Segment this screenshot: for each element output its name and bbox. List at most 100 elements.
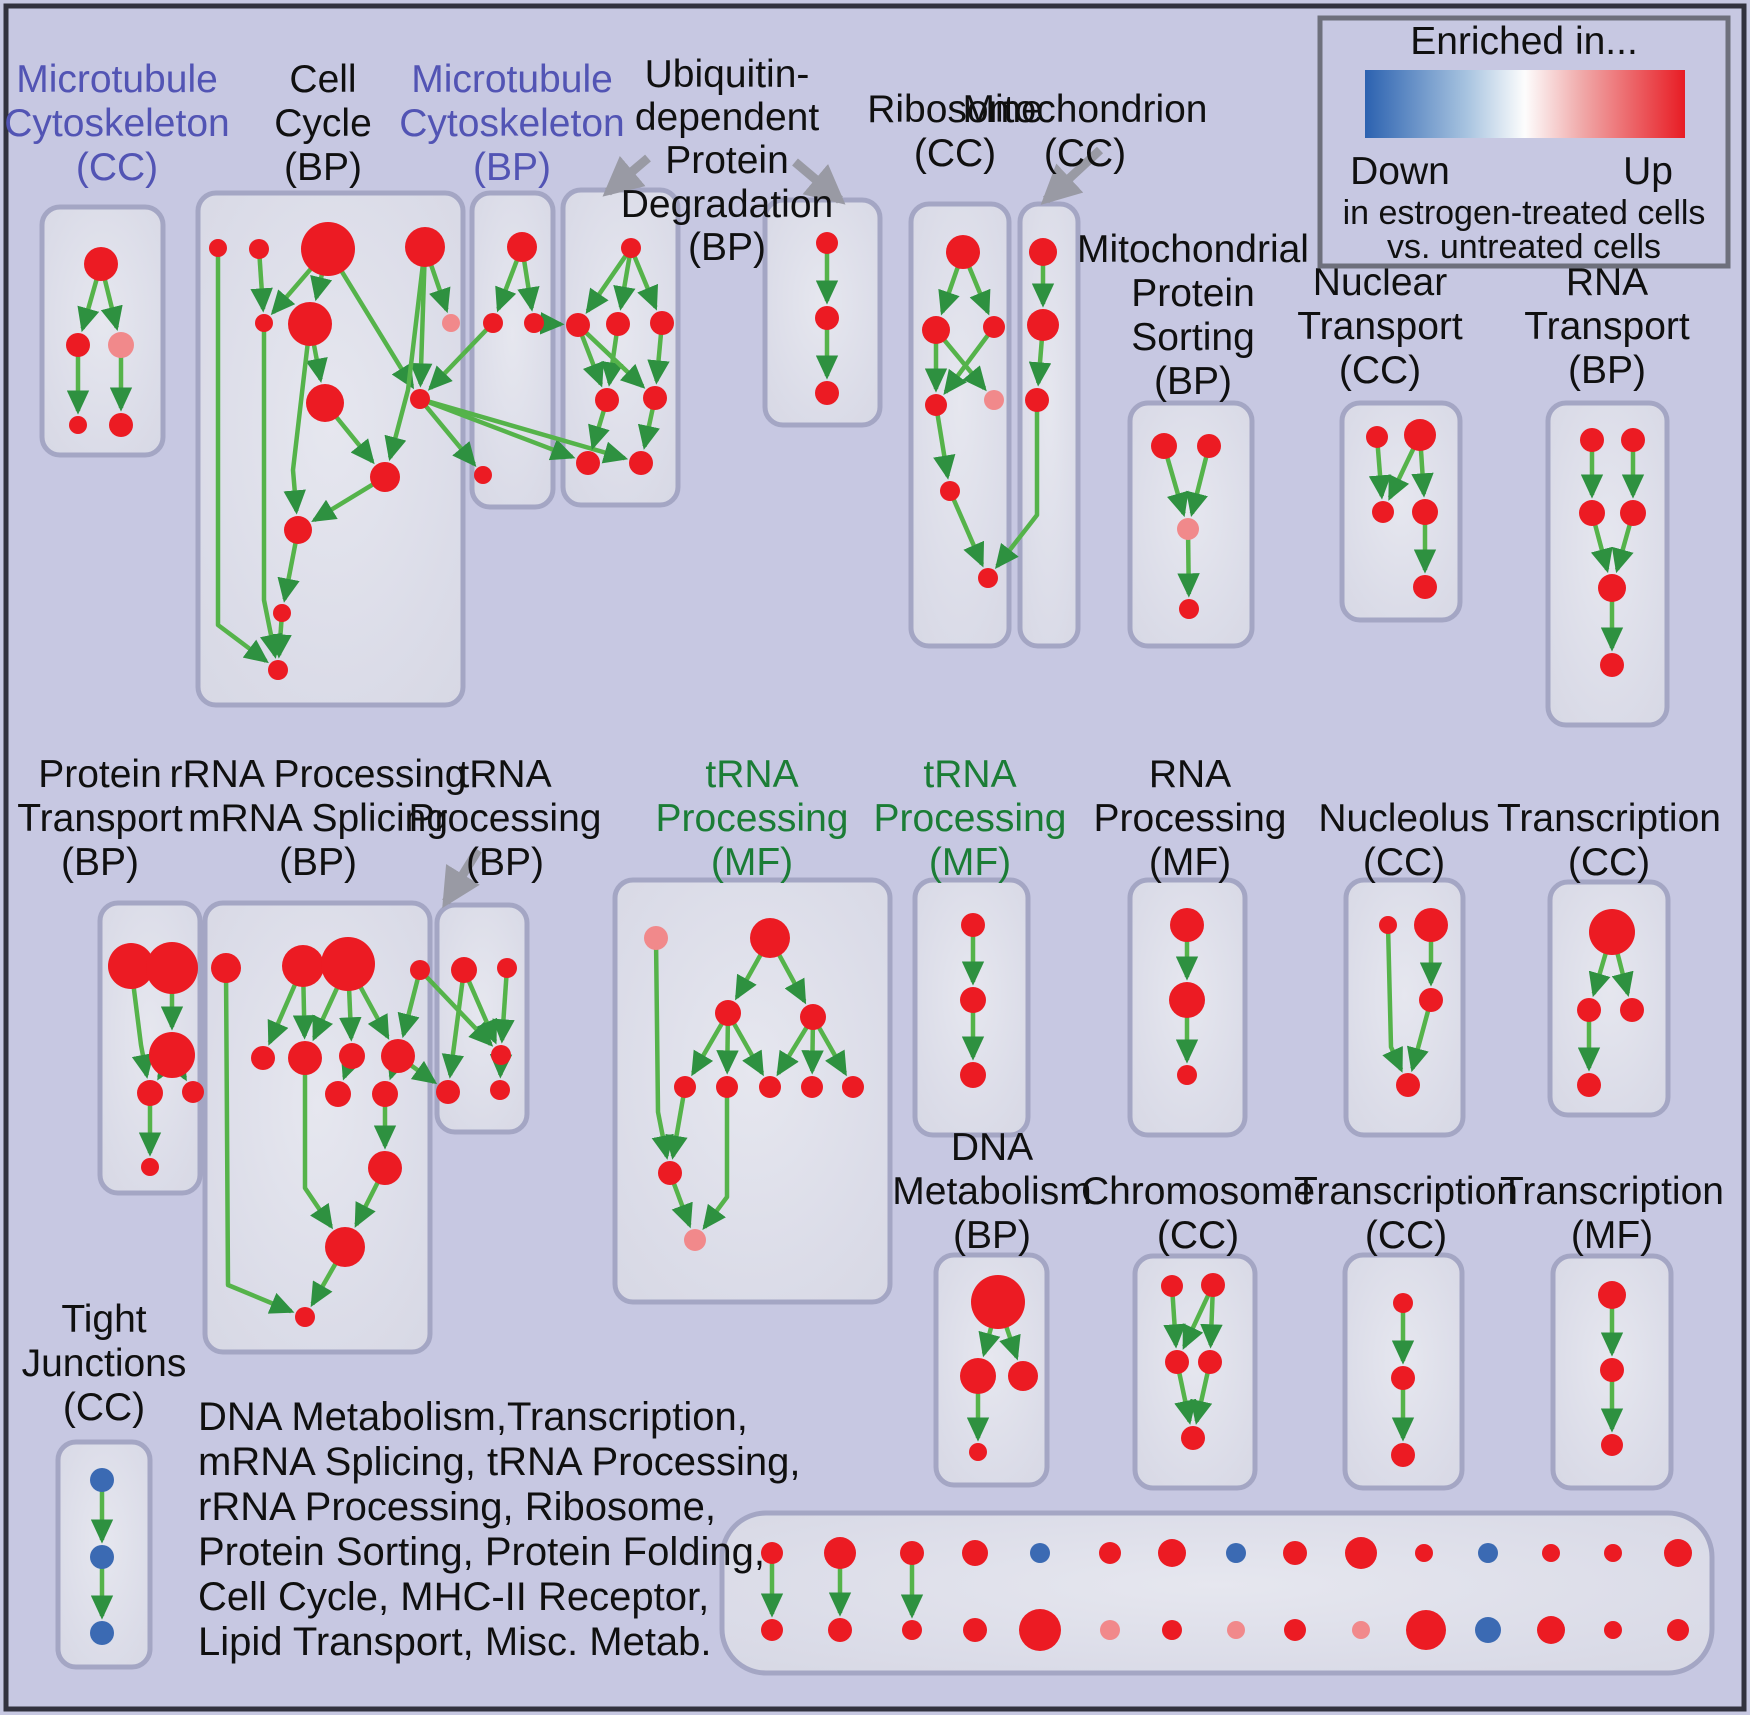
graph-node (961, 913, 985, 937)
graph-edge (517, 260, 540, 312)
graph-node (141, 1158, 159, 1176)
graph-node (1413, 575, 1437, 599)
graph-node (900, 1541, 924, 1565)
graph-node (815, 381, 839, 405)
graph-node (149, 1032, 195, 1078)
graph-node (325, 1081, 351, 1107)
graph-node (650, 311, 674, 335)
cluster-box-chromosome (1132, 1253, 1258, 1491)
graph-edge (339, 269, 415, 390)
graph-edge (358, 985, 390, 1040)
graph-edge (267, 983, 298, 1046)
label-pointer-arrows (442, 146, 1104, 909)
merged-text-line: DNA Metabolism,Transcription, (198, 1395, 748, 1439)
graph-node (1414, 908, 1448, 942)
legend-subtitle-2: vs. untreated cells (1387, 228, 1661, 266)
label-pointer-arrow (602, 154, 651, 197)
merged-categories-text: DNA Metabolism,Transcription, mRNA Splic… (198, 1395, 800, 1664)
graph-node (1406, 1610, 1446, 1650)
legend-box (1317, 15, 1731, 269)
graph-edge (665, 1096, 688, 1160)
graph-edge (702, 1097, 730, 1231)
figure-outer-border (3, 3, 1747, 1712)
graph-node (90, 1468, 114, 1492)
graph-edge (1186, 456, 1209, 517)
graph-edge (77, 278, 100, 333)
graph-node (1379, 916, 1397, 934)
graph-node (507, 232, 537, 262)
graph-node (1589, 909, 1635, 955)
graph-node (644, 926, 668, 950)
graph-node (288, 302, 332, 346)
graph-edge (1590, 524, 1613, 574)
graph-edge (1611, 952, 1634, 998)
graph-node (1664, 1539, 1692, 1567)
graph-edge (1200, 1295, 1223, 1349)
graph-node (321, 937, 375, 991)
cluster-label-trna-processing-mf-1: tRNA Processing (MF) (656, 753, 849, 884)
graph-node (306, 384, 344, 422)
graph-node (1419, 988, 1443, 1012)
graph-node (1577, 1073, 1601, 1097)
graph-edge (637, 408, 660, 450)
graph-edge (734, 953, 763, 1001)
graph-node (969, 1443, 987, 1461)
graph-edge (671, 1182, 693, 1229)
graph-edge (1382, 932, 1404, 1073)
cluster-label-rrna-processing: rRNA Processing mRNA Splicing (BP) (170, 753, 467, 884)
graph-edge (647, 333, 670, 385)
graph-node (621, 238, 641, 258)
merged-text-line: mRNA Splicing, tRNA Processing, (198, 1440, 800, 1484)
graph-node (1598, 574, 1626, 602)
graph-node (715, 1000, 741, 1026)
graph-node (301, 222, 355, 276)
graph-edge (1165, 456, 1189, 518)
graph-edge (1368, 446, 1392, 500)
graph-node (288, 1041, 322, 1075)
graph-edge (131, 987, 154, 1079)
graph-node (1404, 419, 1436, 451)
graph-node (1600, 1358, 1624, 1382)
cluster-label-microtubule-cc: Microtubule Cytoskeleton (CC) (4, 58, 229, 189)
graph-edge (424, 404, 477, 467)
graph-edge (1028, 339, 1052, 387)
graph-edge (1163, 1295, 1186, 1349)
graph-node (90, 1545, 114, 1569)
graph-node (1165, 1350, 1189, 1374)
graph-edge (495, 259, 520, 313)
graph-node (1393, 1293, 1413, 1313)
graph-edge (269, 620, 292, 659)
graph-node (1226, 1543, 1246, 1563)
graph-edge (277, 542, 300, 603)
graph-edge (691, 1022, 724, 1077)
graph-node (1019, 1609, 1061, 1651)
graph-node (940, 481, 960, 501)
graph-edge (1611, 523, 1634, 574)
graph-nodes (66, 222, 1692, 1651)
cluster-label-chromosome: Chromosome (CC) (1081, 1170, 1315, 1257)
graph-node (251, 1046, 275, 1070)
cluster-box-microtubule-cc (39, 204, 166, 458)
cluster-box-nucleolus (1343, 877, 1466, 1138)
graph-node (1162, 1620, 1182, 1640)
cluster-box-nuclear-transport (1339, 400, 1463, 623)
graph-edge (999, 1325, 1021, 1361)
cluster-label-dna-metabolism: DNA Metabolism (BP) (892, 1126, 1091, 1257)
graph-node (1604, 1621, 1622, 1639)
graph-edge (579, 334, 604, 388)
cluster-box-bottom-band (719, 1510, 1715, 1676)
graph-node (282, 945, 324, 987)
legend-down-label: Down (1350, 150, 1450, 193)
graph-node (524, 313, 544, 333)
cluster-label-ribosome: Ribosome (CC) (867, 88, 1043, 175)
graph-edge (427, 327, 489, 391)
cluster-label-trna-processing-bp: tRNA Processing (BP) (409, 753, 602, 884)
graph-edge (584, 330, 646, 389)
cluster-label-cell-cycle: Cell Cycle (BP) (274, 58, 372, 189)
graph-node (1177, 518, 1199, 540)
graph-node (1577, 998, 1601, 1022)
graph-node (978, 568, 998, 588)
graph-node (1283, 1541, 1307, 1565)
graph-node (1391, 1443, 1415, 1467)
merged-text-line: rRNA Processing, Ribosome, (198, 1485, 716, 1529)
